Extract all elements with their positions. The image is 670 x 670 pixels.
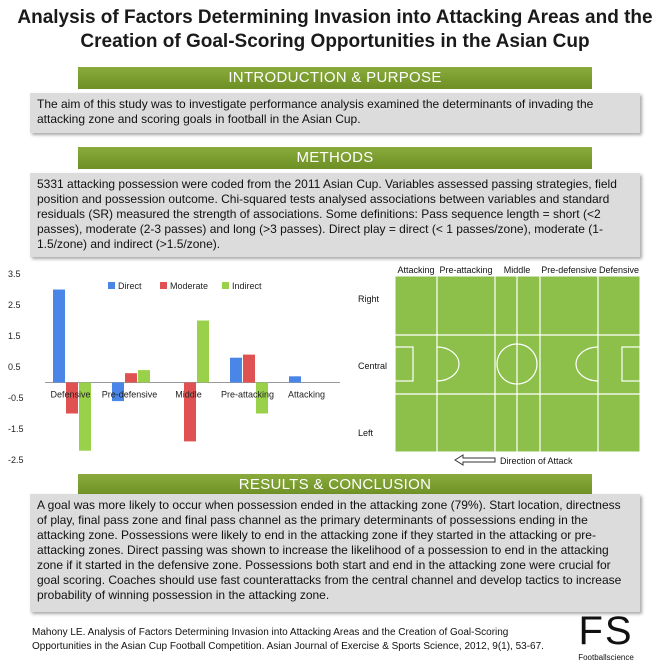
zone-label: Defensive xyxy=(599,265,639,275)
methods-heading: METHODS xyxy=(78,147,592,169)
methods-text: 5331 attacking possession were coded fro… xyxy=(30,173,640,257)
legend-label: Direct xyxy=(118,281,142,291)
direction-label: Direction of Attack xyxy=(500,456,573,466)
y-tick-label: -1.5 xyxy=(8,424,24,434)
category-label: Pre-attacking xyxy=(221,390,274,400)
bar-indirect-pre-attacking xyxy=(256,382,268,414)
pitch-diagram: Attacking Pre-attacking Middle Pre-defensiv… xyxy=(358,265,641,466)
logo-text: Footballscience xyxy=(578,653,634,662)
direction-of-attack: Direction of Attack xyxy=(454,454,573,466)
channel-label: Left xyxy=(358,428,374,438)
residuals-bar-chart: 3.5 2.5 1.5 0.5 -0.5 -1.5 -2.5 Defensive Pre-def… xyxy=(8,269,340,465)
bar-direct-attacking xyxy=(289,376,301,383)
bar-direct-defensive xyxy=(53,289,65,383)
y-tick-label: 0.5 xyxy=(8,362,21,372)
channel-label: Right xyxy=(358,294,380,304)
intro-heading: INTRODUCTION & PURPOSE xyxy=(78,67,592,89)
zone-label: Attacking xyxy=(397,265,434,275)
bar-moderate-pre-attacking xyxy=(243,354,255,383)
category-label: Attacking xyxy=(288,390,325,400)
footballscience-logo: FS Footballscience xyxy=(566,609,646,663)
legend-swatch xyxy=(160,282,167,289)
category-label: Pre-defensive xyxy=(102,390,158,400)
bar-moderate-pre-defensive xyxy=(125,373,137,383)
bar-moderate-middle xyxy=(184,382,196,442)
category-label: Middle xyxy=(175,390,202,400)
pitch-lines xyxy=(394,276,641,452)
bar-indirect-pre-defensive xyxy=(138,370,150,383)
bar-direct-pre-attacking xyxy=(230,357,242,383)
citation-line-1: Mahony LE. Analysis of Factors Determini… xyxy=(32,627,509,638)
results-text: A goal was more likely to occur when pos… xyxy=(30,494,640,612)
intro-text: The aim of this study was to investigate… xyxy=(30,93,640,133)
title-line-1: Analysis of Factors Determining Invasion… xyxy=(17,7,653,28)
poster-title: Analysis of Factors Determining Invasion… xyxy=(0,6,670,54)
citation: Mahony LE. Analysis of Factors Determini… xyxy=(32,626,552,654)
bar-moderate-defensive xyxy=(66,382,78,414)
zone-label: Pre-attacking xyxy=(439,265,492,275)
legend-swatch xyxy=(222,282,229,289)
legend-swatch xyxy=(108,282,115,289)
bar-indirect-defensive xyxy=(79,382,91,451)
title-line-2: Creation of Goal-Scoring Opportunities i… xyxy=(80,31,590,52)
zone-label: Pre-defensive xyxy=(541,265,597,275)
y-tick-label: 3.5 xyxy=(8,269,21,279)
category-label: Defensive xyxy=(50,390,90,400)
y-tick-label: -2.5 xyxy=(8,455,24,465)
y-tick-label: 1.5 xyxy=(8,331,21,341)
citation-line-2: Opportunities in the Asian Cup Football … xyxy=(32,641,544,652)
direction-arrow-icon xyxy=(454,454,496,466)
logo-mark: FS xyxy=(578,609,634,653)
channel-label: Central xyxy=(358,361,387,371)
legend-label: Moderate xyxy=(170,281,208,291)
bar-direct-pre-defensive xyxy=(112,382,124,402)
bar-indirect-middle xyxy=(197,320,209,383)
legend-label: Indirect xyxy=(232,281,262,291)
y-tick-label: -0.5 xyxy=(8,393,24,403)
zone-label: Middle xyxy=(504,265,531,275)
results-heading: RESULTS & CONCLUSION xyxy=(78,474,592,496)
y-tick-label: 2.5 xyxy=(8,300,21,310)
